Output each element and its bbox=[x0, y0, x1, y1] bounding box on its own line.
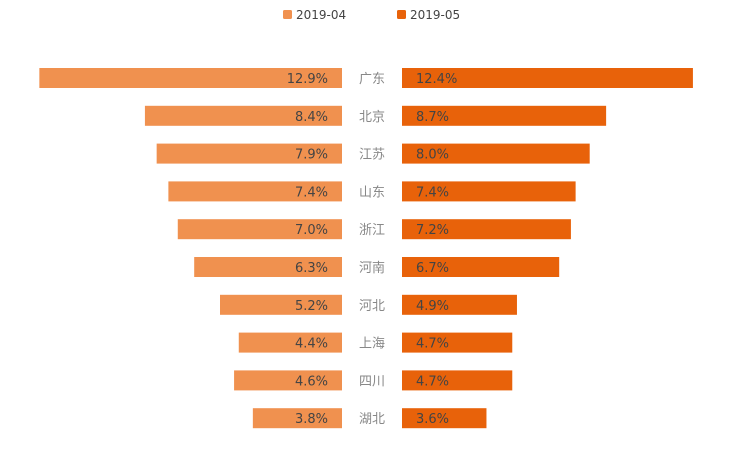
data-label-2019-05: 7.4% bbox=[416, 185, 449, 200]
bar-2019-04-广东[interactable] bbox=[39, 68, 342, 88]
category-label: 河北 bbox=[359, 299, 385, 314]
category-label: 江苏 bbox=[359, 147, 385, 163]
bar-2019-05-山东[interactable] bbox=[402, 181, 576, 202]
data-label-2019-04: 7.9% bbox=[295, 148, 328, 163]
data-label-2019-05: 4.9% bbox=[416, 299, 449, 314]
data-label-2019-04: 6.3% bbox=[295, 261, 328, 276]
category-label: 湖北 bbox=[359, 412, 385, 427]
bar-2019-05-河北[interactable] bbox=[402, 294, 517, 315]
data-label-2019-05: 8.7% bbox=[416, 110, 449, 125]
bar-2019-04-江苏[interactable] bbox=[156, 143, 342, 164]
data-label-2019-04: 3.8% bbox=[295, 412, 328, 427]
data-label-2019-04: 7.0% bbox=[295, 223, 328, 238]
bar-2019-05-北京[interactable] bbox=[402, 105, 607, 126]
data-label-2019-04: 7.4% bbox=[295, 185, 328, 200]
data-label-2019-04: 12.9% bbox=[287, 72, 328, 87]
bar-2019-05-湖北[interactable] bbox=[402, 408, 487, 429]
legend-swatch bbox=[283, 10, 292, 19]
category-label: 广东 bbox=[359, 72, 385, 87]
bar-2019-05-河南[interactable] bbox=[402, 257, 560, 277]
bar-2019-04-北京[interactable] bbox=[144, 105, 342, 126]
bar-2019-04-河北[interactable] bbox=[220, 294, 342, 315]
category-label: 山东 bbox=[359, 185, 385, 200]
category-label: 河南 bbox=[359, 260, 385, 276]
series-2019-04-bars: 12.9% 8.4% 7.9% 7.4% 7.0% 6.3% 5.2% 4.4% 4.6% 3.8… bbox=[39, 68, 342, 429]
bar-2019-04-河南[interactable] bbox=[194, 257, 342, 277]
data-label-2019-05: 4.7% bbox=[416, 374, 449, 389]
bar-2019-05-浙江[interactable] bbox=[402, 219, 571, 240]
legend-label: 2019-04 bbox=[296, 8, 346, 22]
data-label-2019-05: 12.4% bbox=[416, 72, 457, 87]
bar-2019-04-山东[interactable] bbox=[168, 181, 342, 202]
data-label-2019-04: 8.4% bbox=[295, 110, 328, 125]
bar-2019-04-浙江[interactable] bbox=[177, 219, 342, 240]
bar-2019-04-上海[interactable] bbox=[238, 332, 342, 353]
bar-2019-05-江苏[interactable] bbox=[402, 143, 590, 164]
data-label-2019-05: 6.7% bbox=[416, 261, 449, 276]
data-label-2019-05: 3.6% bbox=[416, 412, 449, 427]
bar-2019-05-广东[interactable] bbox=[402, 68, 693, 88]
data-label-2019-05: 8.0% bbox=[416, 148, 449, 163]
bar-2019-04-湖北[interactable] bbox=[252, 408, 342, 429]
data-label-2019-04: 5.2% bbox=[295, 299, 328, 314]
data-label-2019-04: 4.6% bbox=[295, 374, 328, 389]
category-label: 浙江 bbox=[359, 223, 385, 238]
legend: 2019-04 2019-05 bbox=[283, 8, 460, 22]
legend-item-2019-05[interactable]: 2019-05 bbox=[397, 8, 460, 22]
bar-2019-04-四川[interactable] bbox=[234, 370, 342, 391]
legend-item-2019-04[interactable]: 2019-04 bbox=[283, 8, 346, 22]
series-2019-05-bars: 12.4% 8.7% 8.0% 7.4% 7.2% 6.7% 4.9% 4.7% 4.7% 3.6… bbox=[402, 68, 693, 429]
data-label-2019-05: 4.7% bbox=[416, 337, 449, 352]
data-label-2019-05: 7.2% bbox=[416, 223, 449, 238]
bar-2019-05-上海[interactable] bbox=[402, 332, 513, 353]
legend-swatch bbox=[397, 10, 406, 19]
data-label-2019-04: 4.4% bbox=[295, 337, 328, 352]
category-label: 四川 bbox=[359, 374, 385, 389]
legend-label: 2019-05 bbox=[410, 8, 460, 22]
category-label: 上海 bbox=[359, 337, 385, 352]
category-label: 北京 bbox=[359, 110, 385, 125]
bar-2019-05-四川[interactable] bbox=[402, 370, 513, 391]
